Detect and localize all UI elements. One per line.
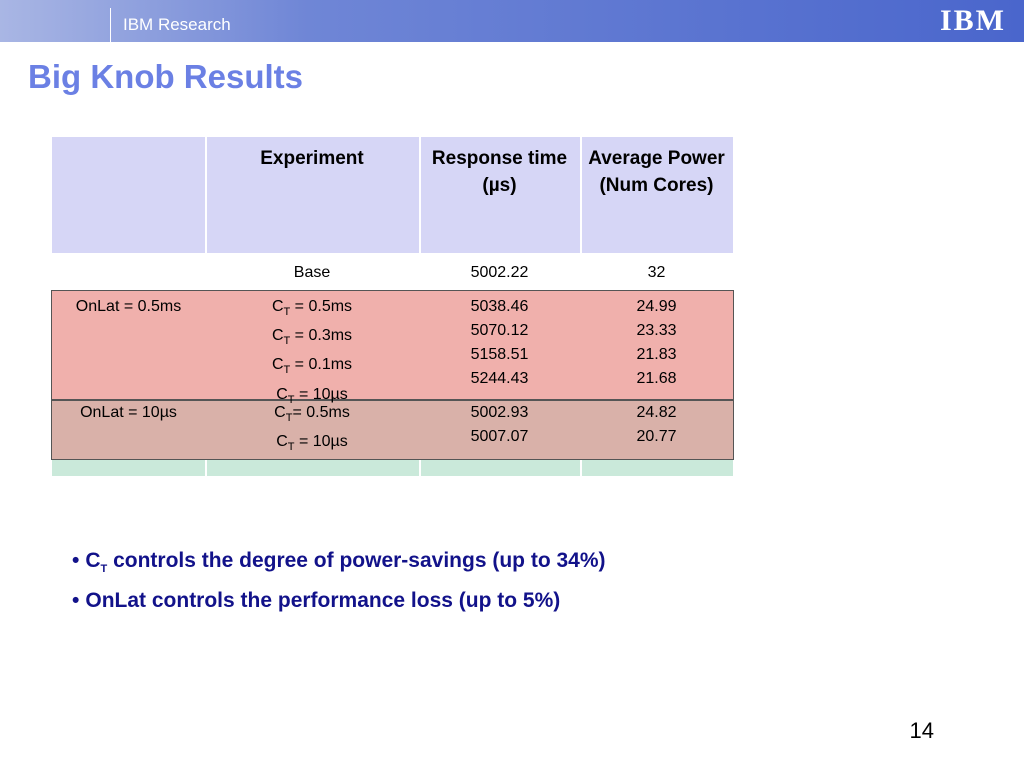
cell-value: 5038.46 bbox=[470, 298, 529, 315]
cell: Base bbox=[293, 264, 331, 281]
cell: 24.82 20.77 bbox=[580, 401, 733, 449]
org-name: IBM Research bbox=[110, 8, 231, 42]
cell: 32 bbox=[647, 264, 666, 281]
text: C bbox=[85, 549, 101, 572]
text: C bbox=[271, 327, 284, 345]
text: C bbox=[276, 385, 288, 403]
text: C bbox=[276, 433, 288, 451]
group-label: OnLat = 0.5ms bbox=[75, 298, 182, 315]
cell: 5002.93 5007.07 bbox=[419, 401, 580, 449]
text: = 0.3ms bbox=[290, 327, 353, 345]
cell-value: 24.99 bbox=[636, 298, 677, 315]
rich-text: CT = 10µs bbox=[205, 430, 419, 459]
cell: 5038.46 5070.12 5158.51 5244.43 bbox=[419, 295, 580, 391]
text: = 0.5ms bbox=[292, 404, 350, 421]
rich-text: CT controls the degree of power-savings … bbox=[85, 545, 605, 585]
cell: CT= 0.5ms CT = 10µs bbox=[205, 401, 419, 459]
cell-value: 21.83 bbox=[636, 346, 677, 363]
bullet-list: • CT controls the degree of power-savings… bbox=[72, 545, 606, 616]
subscript: T bbox=[285, 412, 293, 425]
bullet-dot: • bbox=[72, 589, 80, 613]
cell: CT = 0.5ms CT = 0.3ms CT = 0.1ms CT = 10µs bbox=[205, 295, 419, 412]
subscript: T bbox=[100, 563, 108, 576]
header-bg bbox=[52, 137, 733, 253]
bullet: • OnLat controls the performance loss (up… bbox=[72, 585, 606, 616]
bullet: • CT controls the degree of power-savings… bbox=[72, 545, 606, 585]
rich-text: CT = 0.5ms bbox=[205, 295, 419, 324]
slide-title: Big Knob Results bbox=[28, 58, 304, 95]
cell-value: 21.68 bbox=[636, 370, 677, 387]
subscript: T bbox=[287, 393, 295, 406]
cell-value: 5002.93 bbox=[470, 404, 529, 421]
column-header: Response time (µs) bbox=[431, 148, 568, 196]
group-label: OnLat = 10µs bbox=[80, 404, 177, 421]
group-bg bbox=[51, 290, 734, 400]
footer-bg bbox=[52, 460, 733, 476]
text: controls the degree of power-savings (up… bbox=[107, 549, 606, 572]
cell-value: 5244.43 bbox=[470, 370, 529, 387]
rich-text: CT = 0.1ms bbox=[205, 353, 419, 382]
subscript: T bbox=[283, 364, 291, 377]
rich-text: CT = 10µs bbox=[205, 383, 419, 412]
cell-value: 5158.51 bbox=[470, 346, 529, 363]
subscript: T bbox=[283, 306, 291, 319]
text: = 0.5ms bbox=[290, 298, 353, 315]
cell-value: 5070.12 bbox=[470, 322, 529, 339]
text: C bbox=[271, 298, 284, 315]
subscript: T bbox=[283, 335, 291, 348]
text: C bbox=[274, 404, 286, 421]
rich-text: CT = 0.3ms bbox=[205, 324, 419, 353]
text: OnLat controls the performance loss (up … bbox=[85, 589, 561, 613]
cell: 5002.22 bbox=[470, 264, 529, 281]
column-header: Experiment bbox=[260, 148, 364, 169]
column-header: Average Power (Num Cores) bbox=[588, 148, 725, 196]
cell-value: 5007.07 bbox=[470, 428, 529, 445]
page-number: 14 bbox=[909, 718, 934, 743]
col-divider bbox=[580, 137, 582, 253]
col-divider bbox=[419, 137, 421, 253]
col-divider bbox=[205, 460, 207, 476]
cell-value: 20.77 bbox=[636, 428, 677, 445]
text: = 10µs bbox=[294, 433, 348, 451]
header-bar bbox=[0, 0, 1024, 42]
bullet-dot: • bbox=[72, 549, 80, 572]
col-divider bbox=[419, 460, 421, 476]
col-divider bbox=[205, 137, 207, 253]
subscript: T bbox=[287, 441, 295, 454]
text: = 0.1ms bbox=[290, 356, 353, 374]
rich-text: OnLat controls the performance loss (up … bbox=[85, 585, 560, 616]
cell-value: 23.33 bbox=[636, 322, 677, 339]
cell: 24.99 23.33 21.83 21.68 bbox=[580, 295, 733, 391]
text: C bbox=[271, 356, 284, 374]
col-divider bbox=[580, 460, 582, 476]
rich-text: CT= 0.5ms bbox=[205, 401, 419, 430]
logo: IBM bbox=[940, 4, 1006, 37]
group-bg bbox=[51, 400, 734, 460]
cell-value: 24.82 bbox=[636, 404, 677, 421]
text: = 10µs bbox=[294, 385, 348, 403]
